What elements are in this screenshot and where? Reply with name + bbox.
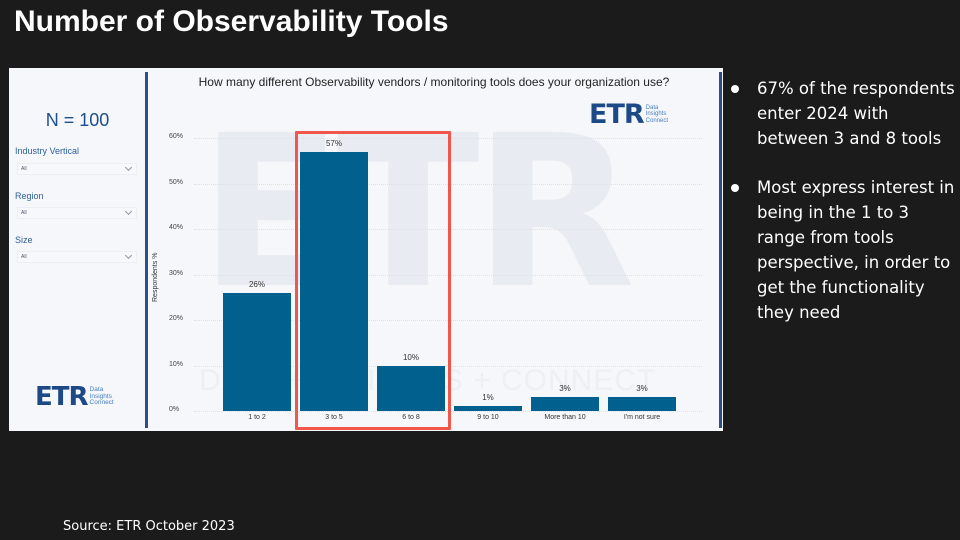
chevron-down-icon	[124, 163, 133, 172]
chevron-down-icon	[124, 251, 133, 260]
x-axis-label: I'm not sure	[623, 414, 661, 421]
y-tick-label: 60%	[169, 133, 184, 140]
bar-value-label: 1%	[482, 393, 494, 403]
dashboard-screenshot: ETR DATA + INSIGHTS + CONNECT N = 100 In…	[9, 68, 723, 431]
y-tick-label: 40%	[169, 224, 184, 231]
etr-logo: ETR Data Insights Connect	[589, 99, 669, 130]
panel-divider	[145, 72, 148, 428]
bar-value-label: 3%	[636, 384, 648, 394]
chevron-down-icon	[124, 207, 133, 216]
sample-size: N = 100	[45, 110, 110, 130]
industry-vertical-value: All	[21, 166, 27, 172]
x-axis-label: 9 to 10	[477, 414, 499, 421]
y-tick-label: 20%	[169, 315, 184, 322]
source-note: Source: ETR October 2023	[63, 519, 235, 534]
bar-value-label: 3%	[559, 384, 571, 394]
bullet-item: 67% of the respondents enter 2024 with b…	[728, 76, 960, 151]
size-select[interactable]: All	[17, 251, 137, 263]
size-value: All	[21, 254, 27, 260]
bar-value-label: 57%	[325, 138, 342, 148]
bar[interactable]	[300, 151, 368, 411]
region-select[interactable]: All	[17, 207, 137, 219]
filter-label-size: Size	[15, 235, 33, 245]
bar-value-label: 26%	[248, 279, 265, 289]
y-tick-label: 30%	[169, 269, 184, 277]
bullet-icon	[731, 85, 739, 93]
industry-vertical-select[interactable]: All	[17, 163, 137, 175]
x-axis-label: 6 to 8	[402, 414, 420, 421]
filter-panel: N = 100 Industry Vertical All Region All…	[9, 68, 146, 431]
bar[interactable]	[531, 397, 599, 411]
panel-divider	[719, 72, 722, 428]
bar[interactable]	[608, 397, 676, 411]
bar[interactable]	[454, 406, 522, 411]
bar[interactable]	[223, 292, 291, 411]
slide-title: Number of Observability Tools	[14, 5, 449, 38]
chart-title: How many different Observability vendors…	[198, 75, 670, 89]
y-axis-title: Respondents %	[152, 252, 159, 302]
filter-label-region: Region	[15, 191, 44, 201]
bullet-list: 67% of the respondents enter 2024 with b…	[728, 76, 960, 349]
y-tick-label: 50%	[169, 178, 184, 186]
bar-value-label: 10%	[402, 352, 419, 362]
bullet-icon	[731, 184, 739, 192]
bullet-item: Most express interest in being in the 1 …	[728, 175, 960, 325]
x-axis-label: More than 10	[544, 414, 586, 421]
etr-watermark: ETR	[199, 90, 635, 335]
y-tick-label: 0%	[169, 406, 180, 413]
bar[interactable]	[377, 365, 445, 411]
y-tick-label: 10%	[169, 360, 184, 368]
highlight-box	[295, 131, 451, 430]
filter-label-industry: Industry Vertical	[15, 146, 80, 156]
etr-logo: ETR Data Insights Connect	[35, 382, 114, 412]
region-value: All	[21, 210, 27, 216]
x-axis-label: 1 to 2	[248, 414, 266, 421]
x-axis-label: 3 to 5	[325, 414, 343, 421]
